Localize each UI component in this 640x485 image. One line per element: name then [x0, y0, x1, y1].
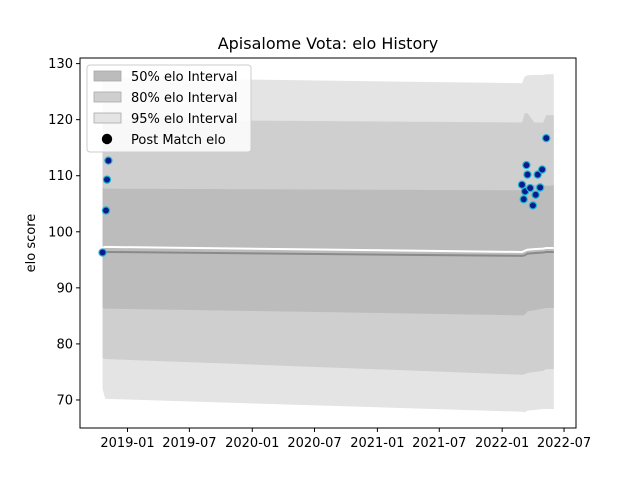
legend-label: 80% elo Interval [131, 91, 238, 106]
y-tick-label: 70 [56, 393, 73, 408]
legend-label: 50% elo Interval [131, 70, 238, 85]
x-axis-ticks: 2019-01 2019-07 2020-01 2020-07 2021-01 2021-… [100, 428, 591, 451]
x-tick-label: 2022-01 [475, 436, 529, 451]
post-match-point [102, 175, 112, 184]
y-axis-ticks: 70 80 90 100 110 120 130 [48, 57, 80, 408]
x-tick-label: 2019-01 [100, 436, 154, 451]
legend-label: 95% elo Interval [131, 112, 238, 127]
y-axis-label: elo score [24, 214, 39, 273]
x-tick-label: 2019-07 [162, 436, 216, 451]
post-match-point [101, 206, 111, 215]
post-match-point [528, 201, 538, 210]
post-match-point [542, 133, 551, 143]
legend: 50% elo Interval 80% elo Interval 95% elo … [86, 64, 252, 153]
post-match-point [522, 160, 531, 170]
chart-title: Apisalome Vota: elo History [218, 34, 439, 53]
post-match-point [98, 248, 107, 257]
post-match-point [104, 156, 113, 165]
legend-swatch-95 [93, 112, 122, 124]
x-tick-label: 2020-07 [287, 436, 341, 451]
y-tick-label: 130 [48, 57, 73, 72]
legend-swatch-50 [93, 70, 122, 82]
y-tick-label: 80 [56, 337, 73, 352]
legend-label: Post Match elo [131, 133, 226, 148]
x-tick-label: 2022-07 [537, 436, 591, 451]
x-tick-label: 2020-01 [225, 436, 279, 451]
post-match-point [517, 180, 527, 189]
post-match-point [531, 190, 540, 199]
post-match-point [523, 170, 532, 179]
x-tick-label: 2021-01 [350, 436, 404, 451]
post-match-point [535, 183, 545, 192]
legend-marker-post-match [101, 133, 113, 145]
axes [79, 57, 577, 429]
axes-frame [79, 57, 577, 429]
legend-swatch-80 [93, 91, 122, 103]
y-tick-label: 110 [48, 169, 73, 184]
mean-elo-line [102, 250, 554, 257]
plot-area [98, 74, 554, 413]
post-match-point [519, 195, 528, 204]
post-match-point [537, 165, 547, 174]
y-tick-label: 90 [56, 281, 73, 296]
x-tick-label: 2021-07 [412, 436, 466, 451]
y-tick-label: 120 [48, 113, 73, 128]
post-match-point [525, 183, 535, 193]
y-tick-label: 100 [48, 225, 73, 240]
upper-elo-line [102, 245, 554, 253]
legend-box [86, 64, 252, 153]
